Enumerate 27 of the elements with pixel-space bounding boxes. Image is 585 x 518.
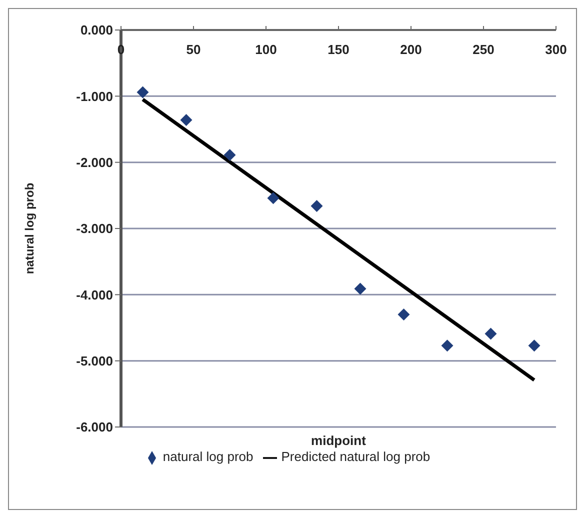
x-tick-label: 300 [545, 42, 567, 57]
y-tick-label: -4.000 [76, 287, 113, 302]
y-tick-label: -1.000 [76, 88, 113, 104]
point [267, 192, 280, 204]
legend-label: Predicted natural log prob [281, 449, 430, 464]
x-tick-label: 150 [328, 42, 350, 57]
x-tick-label: 50 [186, 42, 201, 57]
point [398, 308, 410, 321]
legend-label: natural log prob [162, 449, 254, 464]
point [136, 86, 149, 98]
point [528, 340, 540, 352]
y-tick-label: -5.000 [76, 353, 113, 368]
y-tick-label: -3.000 [76, 221, 113, 236]
point [484, 328, 497, 340]
y-axis-title: natural log prob [22, 182, 36, 274]
x-tick-label: 100 [255, 42, 277, 57]
point [224, 149, 236, 162]
point [310, 200, 323, 212]
point [180, 114, 192, 126]
point [441, 340, 454, 352]
y-tick-label: -2.000 [76, 154, 113, 170]
y-tick-label: 0.000 [80, 22, 113, 38]
point [354, 282, 366, 295]
x-tick-label: 200 [400, 42, 422, 57]
x-tick-label: 250 [472, 42, 494, 57]
x-axis-title: midpoint [311, 433, 367, 448]
y-tick-label: -6.000 [76, 420, 113, 435]
